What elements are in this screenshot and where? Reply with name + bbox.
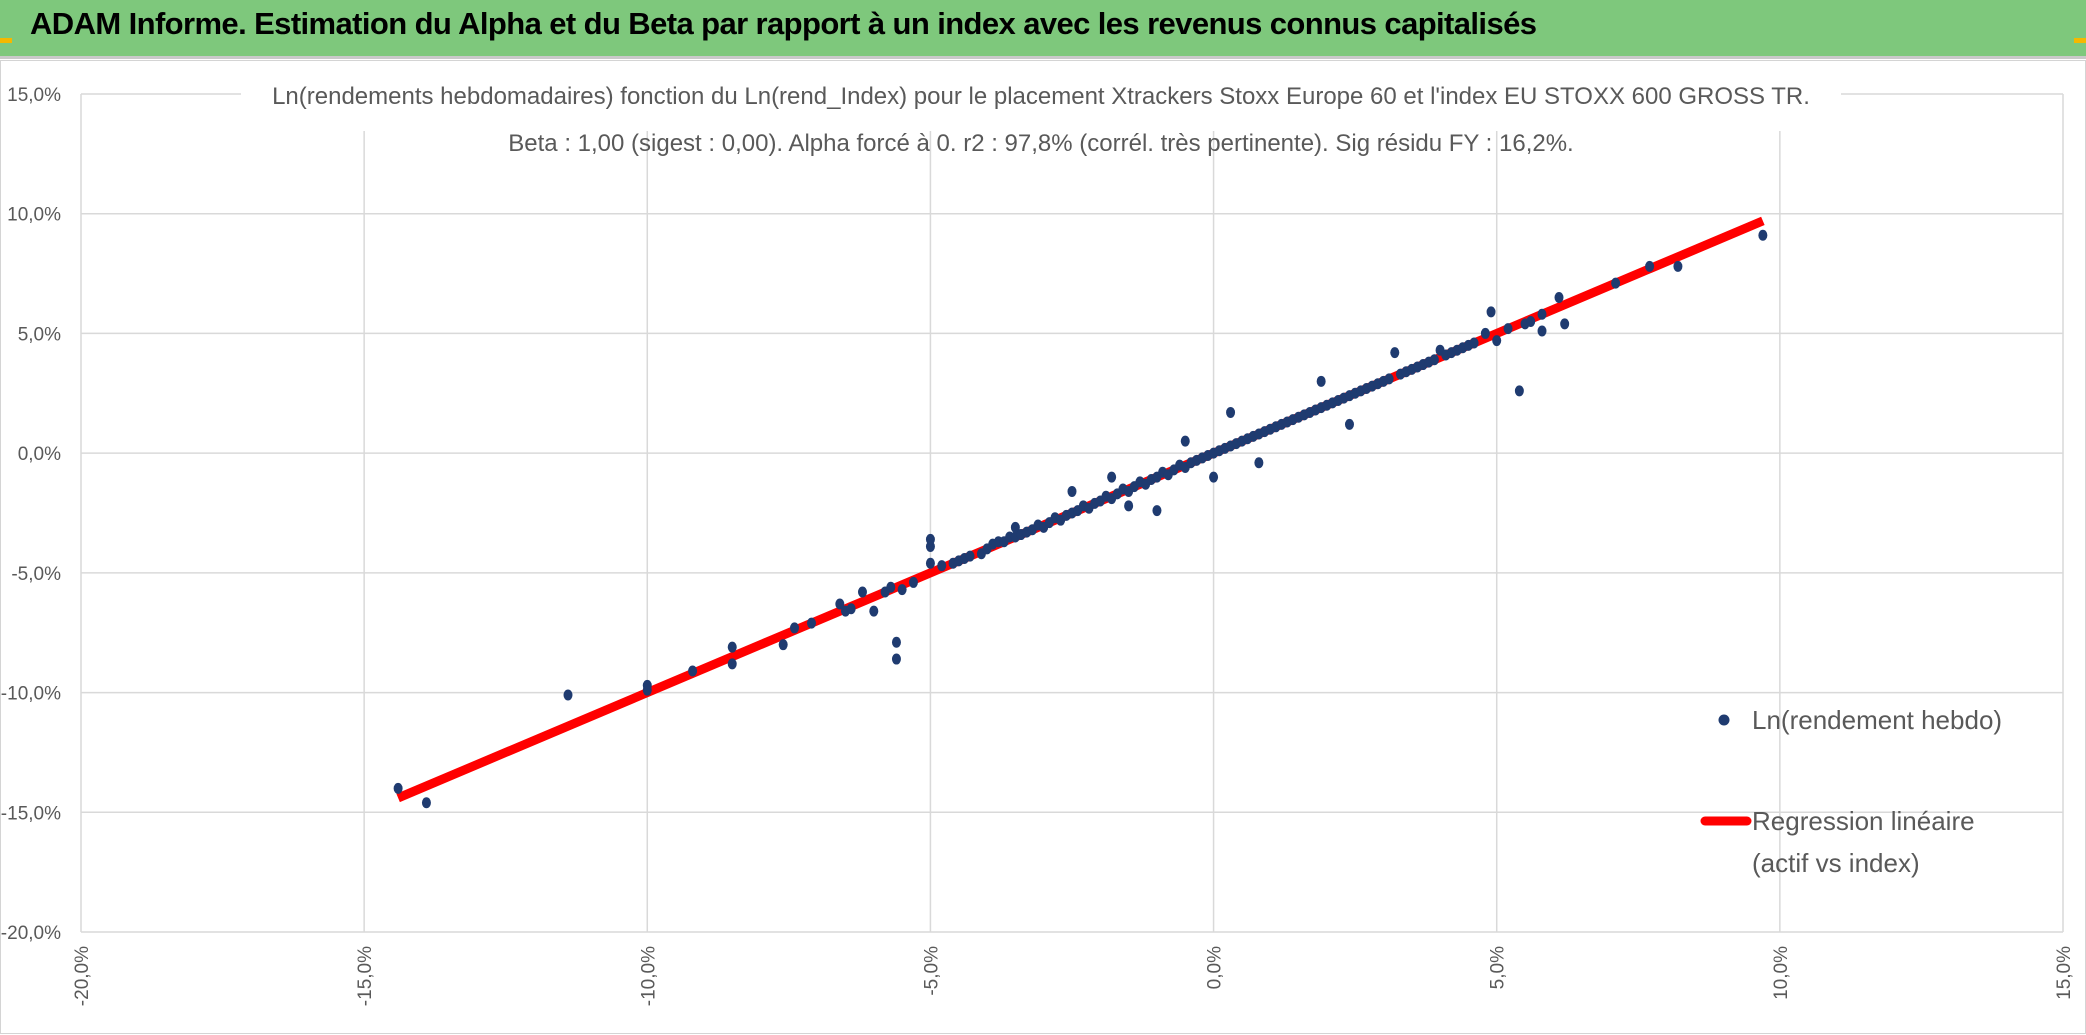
- x-tick-label: 10,0%: [1771, 946, 1792, 1000]
- data-point-11: [835, 598, 845, 610]
- data-point-132: [1503, 323, 1513, 335]
- data-point-6: [727, 641, 737, 653]
- data-point-114: [1390, 347, 1400, 359]
- data-point-24: [925, 533, 935, 545]
- data-point-5: [688, 665, 698, 677]
- data-point-136: [1537, 308, 1547, 320]
- data-point-8: [778, 639, 788, 651]
- data-point-121: [1429, 354, 1439, 366]
- data-point-14: [857, 586, 867, 598]
- data-point-19: [891, 653, 901, 665]
- scatter-chart: -20,0% -15,0% -10,0% -5,0% 0,0% 5,0% 10,0% 15,0…: [1, 65, 2075, 1006]
- data-points-layer: [393, 229, 1768, 809]
- data-point-88: [1254, 457, 1264, 469]
- x-tick-label: 0,0%: [1205, 946, 1226, 989]
- x-tick-label: 5,0%: [1488, 946, 1509, 989]
- data-point-133: [1514, 385, 1524, 397]
- data-point-140: [1611, 277, 1621, 289]
- data-point-56: [1107, 471, 1117, 483]
- data-point-128: [1469, 337, 1479, 349]
- y-tick-label: 5,0%: [18, 324, 61, 345]
- data-point-22: [925, 557, 935, 569]
- chart-title-background: [241, 65, 1841, 131]
- data-point-78: [1209, 471, 1219, 483]
- data-point-21: [908, 576, 918, 588]
- x-tick-label: -20,0%: [72, 946, 93, 1006]
- data-point-2: [563, 689, 573, 701]
- y-tick-label: -20,0%: [1, 923, 61, 944]
- legend-label-line-detail: (actif vs index): [1752, 848, 1920, 878]
- data-point-17: [886, 581, 896, 593]
- chart-title-line1: Ln(rendements hebdomadaires) fonction du…: [272, 83, 1810, 110]
- corner-marker-top-left: [0, 38, 12, 43]
- y-tick-label: -10,0%: [1, 684, 61, 705]
- data-point-1: [421, 797, 431, 809]
- x-tick-label: 15,0%: [2054, 946, 2075, 1000]
- data-point-60: [1124, 500, 1134, 512]
- data-point-106: [1344, 418, 1354, 430]
- y-tick-label: 15,0%: [7, 85, 61, 106]
- data-point-142: [1673, 260, 1683, 272]
- data-point-7: [727, 658, 737, 670]
- legend: Ln(rendement hebdo) Regression linéaire …: [1700, 705, 2002, 878]
- chart-title-line2: Beta : 1,00 (sigest : 0,00). Alpha forcé…: [508, 130, 1573, 157]
- x-axis-tick-labels: -20,0% -15,0% -10,0% -5,0% 0,0% 5,0% 10,0% 15,0…: [72, 946, 2075, 1006]
- data-point-0: [393, 782, 403, 794]
- y-tick-label: -15,0%: [1, 803, 61, 824]
- data-point-4: [642, 684, 652, 696]
- legend-marker-points: [1718, 714, 1730, 726]
- x-tick-label: -15,0%: [355, 946, 376, 1006]
- data-point-72: [1180, 435, 1190, 447]
- data-point-129: [1480, 327, 1490, 339]
- data-point-141: [1645, 260, 1655, 272]
- data-point-48: [1067, 485, 1077, 497]
- x-tick-label: -5,0%: [921, 946, 942, 996]
- data-point-137: [1537, 325, 1547, 337]
- y-tick-label: 0,0%: [18, 444, 61, 465]
- report-header-banner: ADAM Informe. Estimation du Alpha et du …: [0, 0, 2086, 59]
- chart-title-group: Ln(rendements hebdomadaires) fonction du…: [241, 65, 1841, 157]
- data-point-135: [1526, 315, 1536, 327]
- data-point-113: [1384, 373, 1394, 385]
- data-point-18: [891, 636, 901, 648]
- data-point-37: [1010, 521, 1020, 533]
- data-point-9: [790, 622, 800, 634]
- data-point-10: [807, 617, 817, 629]
- data-point-131: [1492, 335, 1502, 347]
- data-point-15: [869, 605, 879, 617]
- data-point-25: [937, 560, 947, 572]
- y-tick-label: 10,0%: [7, 205, 61, 226]
- y-axis-tick-labels: -20,0% -15,0% -10,0% -5,0% 0,0% 5,0% 10,0% 15,0…: [1, 85, 61, 944]
- data-point-100: [1316, 375, 1326, 387]
- x-tick-label: -10,0%: [638, 946, 659, 1006]
- data-point-82: [1226, 406, 1236, 418]
- data-point-66: [1152, 505, 1162, 517]
- data-point-138: [1554, 292, 1564, 304]
- data-point-130: [1486, 306, 1496, 318]
- legend-label-line: Regression linéaire: [1752, 806, 1975, 836]
- data-point-13: [846, 603, 856, 615]
- report-title: ADAM Informe. Estimation du Alpha et du …: [30, 6, 1537, 41]
- data-point-20: [897, 584, 907, 596]
- corner-marker-top-right: [2074, 38, 2086, 43]
- data-point-29: [965, 550, 975, 562]
- grid-lines: [80, 93, 2064, 933]
- data-point-143: [1758, 229, 1768, 241]
- legend-label-points: Ln(rendement hebdo): [1752, 705, 2002, 735]
- chart-area: -20,0% -15,0% -10,0% -5,0% 0,0% 5,0% 10,0% 15,0…: [0, 60, 2086, 1034]
- y-tick-label: -5,0%: [11, 564, 61, 585]
- data-point-139: [1560, 318, 1570, 330]
